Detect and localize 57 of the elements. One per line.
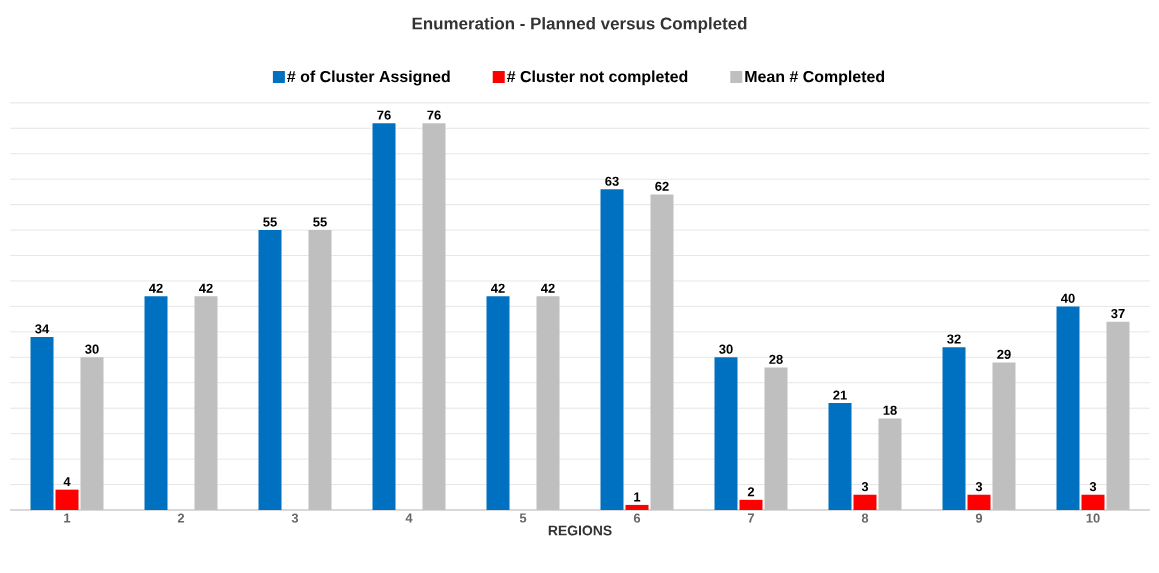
legend-label: # of Cluster Assigned <box>287 70 450 86</box>
data-label: 42 <box>540 283 555 293</box>
bar <box>600 189 624 510</box>
data-label: 4 <box>63 477 71 487</box>
x-tick-label: 3 <box>291 513 299 523</box>
data-label: 40 <box>1061 293 1075 303</box>
bar <box>30 336 54 510</box>
bar <box>828 403 852 510</box>
data-label: 62 <box>655 181 669 191</box>
data-label: 2 <box>747 487 755 497</box>
data-label: 21 <box>833 390 847 400</box>
data-label: 34 <box>35 324 50 334</box>
bar <box>372 123 396 510</box>
data-label: 55 <box>313 217 327 227</box>
x-tick-label: 10 <box>1086 513 1100 523</box>
data-label: 63 <box>605 176 619 186</box>
bar <box>942 347 966 510</box>
bar <box>714 357 738 510</box>
data-label: 3 <box>1089 482 1097 492</box>
x-tick-label: 9 <box>975 513 983 523</box>
chart-title: Enumeration - Planned versus Completed <box>412 17 747 33</box>
bar <box>1081 494 1105 510</box>
bar <box>967 494 991 510</box>
data-label: 55 <box>263 217 277 227</box>
bar <box>853 494 877 510</box>
legend-label: # Cluster not completed <box>506 70 688 86</box>
x-tick-label: 5 <box>519 513 527 523</box>
x-axis-title: REGIONS <box>548 525 612 536</box>
bar <box>739 499 763 510</box>
data-label: 3 <box>975 482 983 492</box>
bar <box>1056 306 1080 510</box>
x-tick-label: 7 <box>747 513 755 523</box>
data-label: 28 <box>769 354 783 364</box>
x-tick-label: 8 <box>861 513 869 523</box>
bar <box>55 489 79 510</box>
bar <box>144 296 168 510</box>
bar <box>486 296 510 510</box>
data-label: 30 <box>85 344 99 354</box>
x-tick-label: 6 <box>633 513 641 523</box>
data-label: 32 <box>947 334 961 344</box>
data-label: 37 <box>1111 308 1125 319</box>
data-label: 42 <box>198 283 213 293</box>
data-label: 18 <box>883 405 897 415</box>
data-label: 42 <box>491 283 505 293</box>
data-label: 30 <box>719 344 733 354</box>
data-label: 29 <box>997 349 1011 359</box>
bar <box>258 230 282 510</box>
data-label: 3 <box>861 482 869 492</box>
data-label: 1 <box>634 492 641 502</box>
x-tick-label: 2 <box>177 513 185 523</box>
data-label: 76 <box>427 110 441 120</box>
bar <box>625 504 649 510</box>
data-label: 42 <box>149 283 163 293</box>
x-tick-label: 4 <box>405 513 413 523</box>
x-tick-label: 1 <box>64 513 71 523</box>
data-label: 76 <box>377 110 391 120</box>
legend-label: Mean # Completed <box>745 70 885 86</box>
